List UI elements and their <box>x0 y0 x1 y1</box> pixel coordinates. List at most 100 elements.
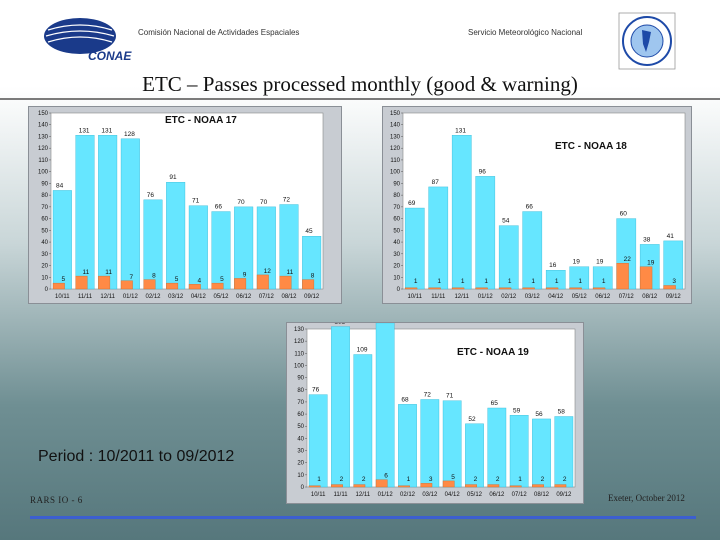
x-tick-label: 08/12 <box>642 294 658 300</box>
bar-warning <box>353 484 366 488</box>
data-label-warning: 12 <box>264 268 272 275</box>
data-label-good: 70 <box>260 199 268 206</box>
data-label-warning: 8 <box>152 273 156 280</box>
bar-warning <box>120 280 133 290</box>
x-tick-label: 03/12 <box>525 294 541 300</box>
x-tick-label: 09/12 <box>304 294 320 300</box>
y-tick-label: 90 <box>393 181 400 187</box>
y-tick-label: 30 <box>393 252 400 258</box>
bar-warning <box>487 484 500 488</box>
data-label-good: 65 <box>491 400 499 407</box>
x-tick-label: 10/11 <box>311 492 326 498</box>
bar-good <box>166 182 186 290</box>
bar-good <box>428 186 449 290</box>
data-label-warning: 5 <box>175 276 179 283</box>
data-label-warning: 1 <box>407 476 411 483</box>
data-label-good: 66 <box>215 204 223 211</box>
bar-warning <box>592 287 606 290</box>
bar-warning <box>188 284 201 290</box>
data-label-good: 109 <box>357 347 368 354</box>
data-label-good: 71 <box>446 393 454 400</box>
bar-warning <box>166 282 179 290</box>
y-tick-label: 110 <box>38 158 48 164</box>
bar-warning <box>663 285 676 290</box>
y-tick-label: 150 <box>390 111 401 117</box>
bar-warning <box>616 262 629 290</box>
data-label-warning: 1 <box>602 278 606 285</box>
data-label-warning: 1 <box>414 278 418 285</box>
bar-warning <box>451 287 465 290</box>
data-label-warning: 2 <box>340 476 344 483</box>
data-label-warning: 3 <box>672 278 676 285</box>
y-tick-label: 50 <box>297 424 304 430</box>
x-tick-label: 06/12 <box>236 294 252 300</box>
x-tick-label: 06/12 <box>489 492 505 498</box>
footer-divider <box>30 516 696 519</box>
x-tick-label: 02/12 <box>400 492 416 498</box>
header-org-left: Comisión Nacional de Actividades Espacia… <box>138 28 300 37</box>
bar-warning <box>98 275 111 290</box>
bar-warning <box>532 484 544 488</box>
bar-warning <box>639 266 653 290</box>
y-tick-label: 0 <box>45 287 49 293</box>
data-label-good: 76 <box>312 387 320 394</box>
plot-area <box>306 328 576 488</box>
data-label-warning: 19 <box>647 260 655 267</box>
data-label-warning: 2 <box>474 476 478 483</box>
data-label-warning: 1 <box>578 278 582 285</box>
bar-warning <box>331 484 343 488</box>
data-label-warning: 1 <box>555 278 559 285</box>
bar-warning <box>404 287 418 290</box>
x-tick-label: 01/12 <box>478 294 494 300</box>
x-tick-label: 11/11 <box>431 294 446 300</box>
data-label-warning: 2 <box>541 476 545 483</box>
chart-noaa17: 0102030405060708090100110120130140150845… <box>38 111 324 300</box>
header-org-right: Servicio Meteorológico Nacional <box>468 28 583 37</box>
y-tick-label: 40 <box>393 240 400 246</box>
data-label-good: 72 <box>283 197 291 204</box>
x-tick-label: 07/12 <box>259 294 275 300</box>
data-label-warning: 2 <box>563 476 567 483</box>
data-label-warning: 4 <box>197 277 201 284</box>
data-label-good: 131 <box>455 127 466 134</box>
svg-text:CONAE: CONAE <box>88 49 132 63</box>
bar-warning <box>256 274 269 290</box>
data-label-good: 72 <box>424 391 432 398</box>
y-tick-label: 40 <box>297 436 304 442</box>
data-label-good: 66 <box>526 204 534 211</box>
bar-good <box>451 135 472 290</box>
bar-warning <box>279 275 292 290</box>
y-tick-label: 20 <box>297 461 304 467</box>
data-label-good: 84 <box>56 182 64 189</box>
data-label-good: 41 <box>667 233 675 240</box>
data-label-warning: 1 <box>508 278 512 285</box>
title-divider <box>0 98 720 100</box>
bar-good <box>331 326 350 488</box>
smn-logo <box>618 12 676 70</box>
bar-good <box>398 404 417 488</box>
x-tick-label: 06/12 <box>595 294 611 300</box>
data-label-warning: 9 <box>243 271 247 278</box>
bar-warning <box>211 282 224 290</box>
y-tick-label: 10 <box>41 275 48 281</box>
bar-warning <box>428 287 441 290</box>
data-label-good: 131 <box>101 127 112 134</box>
y-tick-label: 50 <box>41 228 48 234</box>
data-label-good: 60 <box>620 211 628 218</box>
bar-good <box>353 354 373 488</box>
data-label-good: 56 <box>535 411 543 418</box>
data-label-good: 87 <box>432 179 440 186</box>
data-label-good: 76 <box>147 192 155 199</box>
y-tick-label: 150 <box>38 111 49 117</box>
y-tick-label: 10 <box>297 473 304 479</box>
bar-warning <box>234 278 247 290</box>
data-label-good: 59 <box>513 407 521 414</box>
data-label-warning: 5 <box>451 474 455 481</box>
x-tick-label: 11/11 <box>78 294 93 300</box>
y-tick-label: 120 <box>390 146 401 152</box>
plot-area <box>50 112 324 290</box>
data-label-warning: 1 <box>518 476 522 483</box>
x-tick-label: 05/12 <box>572 294 588 300</box>
bar-warning <box>302 279 315 290</box>
bar-good <box>308 394 328 488</box>
